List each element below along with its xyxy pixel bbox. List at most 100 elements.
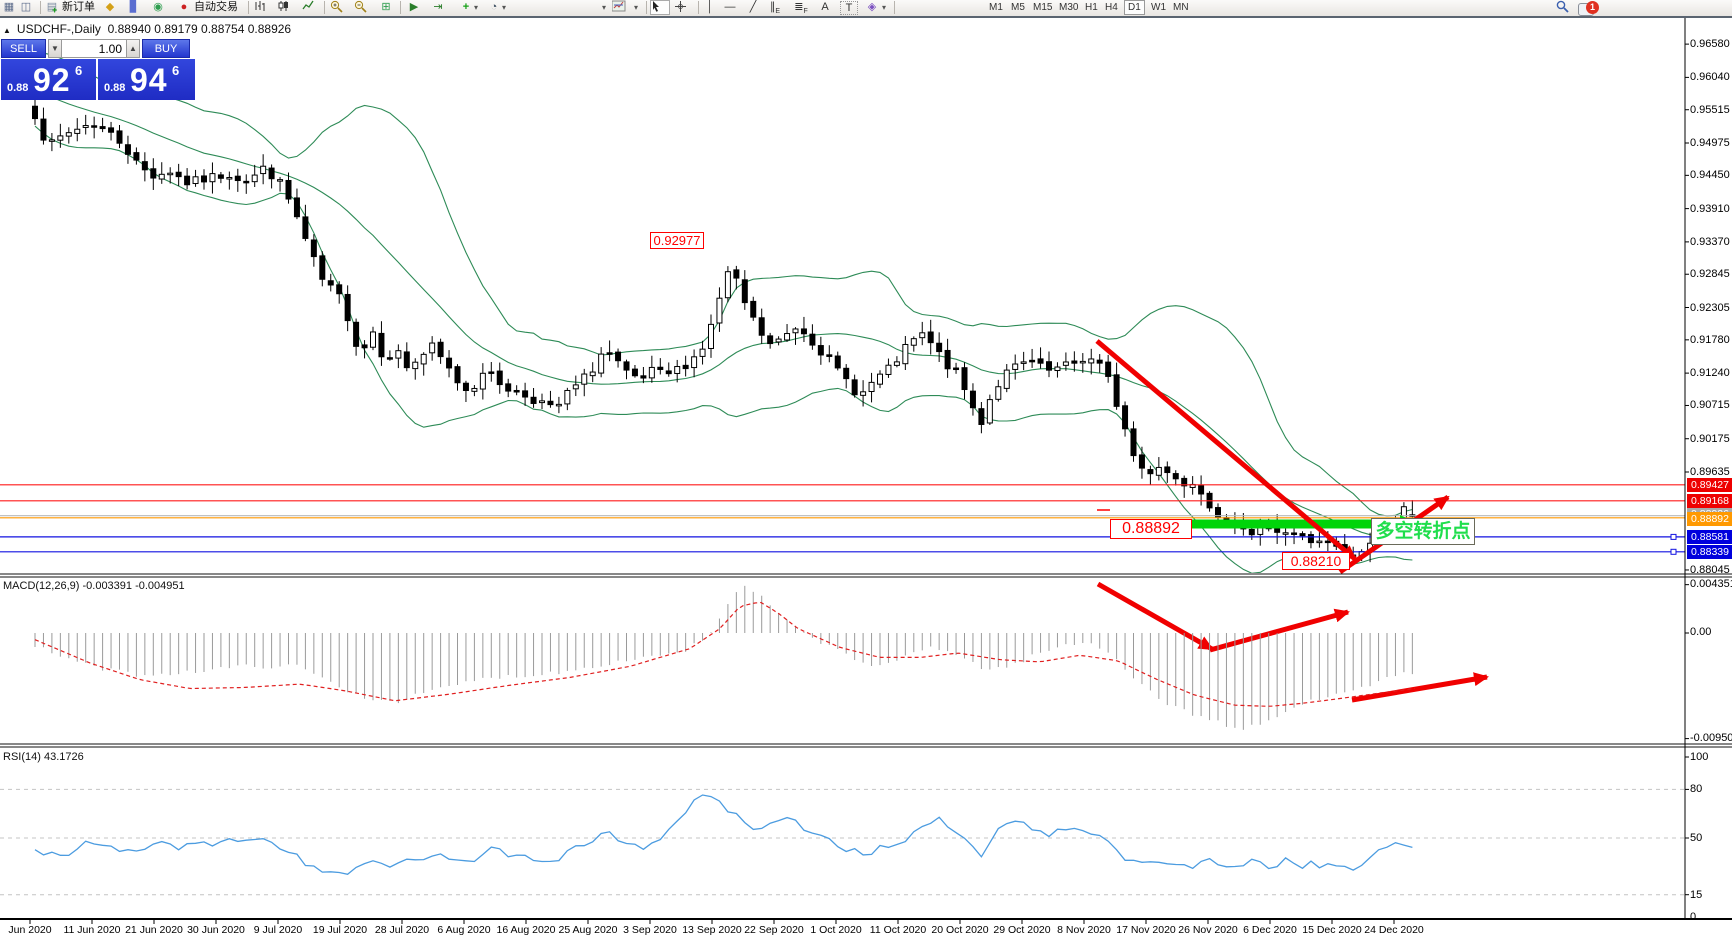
chevron-down-icon[interactable]: ▾: [473, 3, 478, 12]
turning-point-note[interactable]: 多空转折点: [1371, 518, 1475, 545]
chart-title-row: ▲ USDCHF-,Daily 0.88940 0.89179 0.88754 0…: [3, 22, 291, 36]
text-icon[interactable]: A: [821, 1, 829, 13]
profiles-icon[interactable]: ◫: [20, 1, 32, 13]
buy-button[interactable]: BUY: [142, 39, 190, 58]
macd-axis-zero: 0.00: [1690, 626, 1712, 638]
macd-axis-bottom: -0.009504: [1690, 732, 1732, 744]
toolbar-separator: [40, 1, 41, 14]
chart-canvas[interactable]: [0, 18, 1732, 941]
new-chart-icon[interactable]: ▦: [3, 1, 15, 13]
date-tick: 20 Oct 2020: [931, 924, 989, 936]
trendline-icon[interactable]: ╱: [749, 1, 757, 13]
tf-w1[interactable]: W1: [1151, 2, 1166, 13]
date-tick: 11 Jun 2020: [63, 924, 121, 936]
tf-m30[interactable]: M30: [1059, 2, 1079, 13]
price-tick: 0.96040: [1690, 71, 1730, 84]
candle-chart-icon[interactable]: [278, 0, 294, 16]
rsi-value: 43.1726: [43, 751, 84, 763]
price-tick: 0.92305: [1690, 301, 1730, 314]
sell-price-tile[interactable]: 0.88 92 6: [1, 59, 96, 100]
price-tick: 0.90175: [1690, 432, 1730, 445]
level-label-89427: 0.89427: [1687, 478, 1732, 492]
channel-icon[interactable]: ∥E: [769, 1, 781, 16]
autotrade-icon[interactable]: ●: [180, 1, 188, 13]
tf-m5[interactable]: M5: [1011, 2, 1025, 13]
date-tick: 3 Sep 2020: [623, 924, 677, 936]
cursor-icon[interactable]: [650, 0, 670, 15]
crosshair-icon[interactable]: [674, 0, 690, 16]
fibonacci-icon[interactable]: ≣F: [794, 1, 808, 16]
price-tick: 0.95515: [1690, 103, 1730, 116]
date-tick: 24 Dec 2020: [1364, 924, 1424, 936]
zoom-in-icon[interactable]: [330, 0, 346, 16]
chart-shift-icon[interactable]: ⇥: [433, 1, 443, 13]
new-order-label[interactable]: 新订单: [62, 1, 95, 13]
peak-price-annotation[interactable]: 0.92977: [650, 232, 704, 249]
horizontal-line-icon[interactable]: —: [724, 1, 736, 13]
toolbar-separator: [646, 1, 647, 14]
date-tick: 28 Jul 2020: [374, 924, 430, 936]
price-tick: 0.93910: [1690, 202, 1730, 215]
autotrade-label[interactable]: 自动交易: [194, 1, 238, 13]
template-dropdown-icon[interactable]: [612, 0, 630, 16]
vertical-line-icon[interactable]: │: [706, 1, 714, 13]
date-tick: 6 Dec 2020: [1243, 924, 1297, 936]
journal-icon[interactable]: ▊: [129, 1, 139, 13]
date-tick: Jun 2020: [8, 924, 52, 936]
chevron-down-icon[interactable]: ▾: [881, 3, 886, 12]
tf-m1[interactable]: M1: [989, 2, 1003, 13]
date-tick: 22 Sep 2020: [744, 924, 804, 936]
buy-price-tile[interactable]: 0.88 94 6: [98, 59, 195, 100]
market-watch-icon[interactable]: ◉: [153, 1, 163, 13]
indicators-icon[interactable]: +: [462, 1, 470, 13]
toolbar-separator: [324, 1, 325, 14]
chevron-down-icon[interactable]: ▾: [633, 3, 638, 12]
macd-main-value: -0.003391: [82, 580, 133, 592]
chevron-down-icon[interactable]: ▾: [601, 3, 606, 12]
sell-price-pip: 6: [75, 63, 83, 78]
templates-icon[interactable]: ◆: [105, 1, 115, 13]
zoom-out-icon[interactable]: [354, 0, 370, 16]
notification-badge[interactable]: 1: [1586, 1, 1599, 14]
rsi-axis-0: 0: [1690, 911, 1697, 923]
ohlc-values: 0.88940 0.89179 0.88754 0.88926: [107, 22, 292, 36]
macd-axis-top: 0.004351: [1690, 578, 1732, 590]
sell-button[interactable]: SELL: [1, 39, 46, 58]
date-tick: 17 Nov 2020: [1116, 924, 1176, 936]
toolbar-separator: [400, 1, 401, 14]
auto-scroll-icon[interactable]: ▶: [409, 1, 419, 13]
search-icon[interactable]: [1556, 0, 1572, 16]
buy-price-prefix: 0.88: [104, 82, 126, 94]
collapse-arrow-icon[interactable]: ▲: [3, 26, 11, 35]
date-tick: 21 Jun 2020: [125, 924, 183, 936]
date-tick: 8 Nov 2020: [1057, 924, 1111, 936]
toolbar-separator: [894, 1, 895, 14]
bars-chart-icon[interactable]: [254, 0, 270, 16]
periods-icon[interactable]: ◔: [490, 1, 498, 13]
tf-h4[interactable]: H4: [1105, 2, 1118, 13]
line-chart-icon[interactable]: [302, 0, 318, 16]
sell-price-big: 92: [33, 62, 71, 98]
date-tick: 26 Nov 2020: [1178, 924, 1238, 936]
volume-input[interactable]: [62, 39, 126, 58]
tf-mn[interactable]: MN: [1173, 2, 1189, 13]
toolbar-separator: [698, 1, 699, 14]
tf-d1[interactable]: D1: [1124, 0, 1145, 15]
chart-root: ▲ USDCHF-,Daily 0.88940 0.89179 0.88754 0…: [0, 18, 1732, 941]
volume-increase-button[interactable]: ▲: [126, 39, 140, 58]
tf-m15[interactable]: M15: [1033, 2, 1053, 13]
new-order-icon[interactable]: ▤ +: [46, 1, 58, 15]
tile-windows-icon[interactable]: ⊞: [381, 1, 391, 13]
level-price-annotation[interactable]: 0.88892: [1110, 519, 1192, 539]
tf-h1[interactable]: H1: [1085, 2, 1098, 13]
text-label-icon[interactable]: T: [840, 1, 858, 15]
price-tick: 0.94975: [1690, 137, 1730, 149]
price-tick: 0.93370: [1690, 235, 1730, 248]
rsi-label: RSI(14) 43.1726: [3, 751, 84, 763]
volume-decrease-button[interactable]: ▼: [48, 39, 62, 58]
chevron-down-icon[interactable]: ▾: [501, 3, 506, 12]
low-price-annotation[interactable]: 0.88210: [1282, 552, 1350, 570]
sell-price-prefix: 0.88: [7, 82, 29, 94]
shapes-icon[interactable]: ◈: [867, 1, 877, 13]
